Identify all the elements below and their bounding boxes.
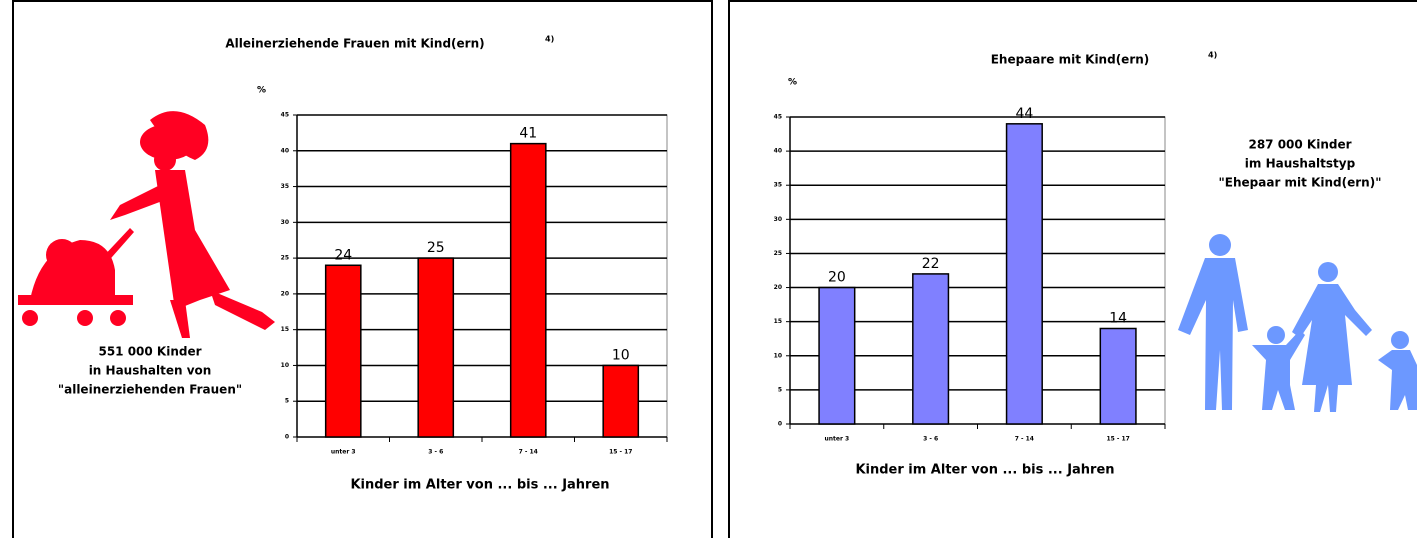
x-tick-label: 3 - 6 (428, 449, 443, 456)
annotation: in Haushalten von (89, 364, 212, 378)
bar (1099, 327, 1137, 425)
y-tick-label: 5 (778, 386, 782, 393)
annotation: "Ehepaar mit Kind(ern)" (1219, 176, 1382, 190)
bar (912, 273, 950, 425)
y-tick-label: 15 (774, 318, 782, 325)
value-label: 14 (1109, 310, 1127, 326)
y-tick-label: 30 (281, 219, 289, 226)
x-tick-label: 7 - 14 (519, 449, 538, 456)
value-label: 41 (519, 126, 537, 142)
x-axis-label: Kinder im Alter von ... bis ... Jahren (855, 463, 1114, 478)
x-axis-label: Kinder im Alter von ... bis ... Jahren (350, 478, 609, 493)
y-tick-label: 10 (281, 362, 289, 369)
y-tick-label: 40 (774, 148, 782, 155)
x-tick-label: 7 - 14 (1015, 436, 1034, 443)
y-tick-label: 0 (285, 434, 289, 441)
bar (602, 364, 640, 438)
y-tick-label: 20 (774, 284, 782, 291)
y-tick-label: 25 (774, 250, 782, 257)
y-tick-label: 0 (778, 421, 782, 428)
x-tick-label: 15 - 17 (609, 449, 632, 456)
bar (818, 286, 856, 425)
value-label: 22 (922, 256, 940, 272)
x-tick-label: 15 - 17 (1106, 436, 1129, 443)
annotation: 551 000 Kinder (98, 345, 201, 359)
x-tick-label: unter 3 (825, 436, 850, 443)
y-tick-label: 30 (774, 216, 782, 223)
title-note: 4) (1208, 51, 1217, 60)
annotation: "alleinerziehenden Frauen" (58, 383, 242, 397)
y-tick-label: 35 (774, 182, 782, 189)
value-label: 25 (427, 240, 445, 256)
y-tick-label: 10 (774, 352, 782, 359)
y-axis-label: % (788, 78, 797, 88)
chart-title: Alleinerziehende Frauen mit Kind(ern) (225, 37, 484, 51)
bar (509, 142, 547, 438)
value-label: 10 (612, 347, 630, 363)
annotation: 287 000 Kinder (1248, 138, 1351, 152)
family-silhouette (1178, 234, 1417, 412)
y-tick-label: 5 (285, 398, 289, 405)
value-label: 20 (828, 270, 846, 286)
y-tick-label: 35 (281, 183, 289, 190)
x-tick-label: unter 3 (331, 449, 356, 456)
y-axis-label: % (257, 86, 266, 96)
bar (324, 264, 362, 438)
y-tick-label: 25 (281, 255, 289, 262)
value-label: 24 (334, 247, 352, 263)
bar (417, 257, 455, 438)
annotation: im Haushaltstyp (1245, 157, 1356, 171)
y-tick-label: 40 (281, 147, 289, 154)
y-tick-label: 15 (281, 326, 289, 333)
y-tick-label: 20 (281, 290, 289, 297)
y-tick-label: 45 (281, 112, 289, 119)
bar (1005, 123, 1043, 425)
chart-title: Ehepaare mit Kind(ern) (991, 53, 1150, 67)
value-label: 44 (1015, 106, 1033, 122)
x-tick-label: 3 - 6 (923, 436, 938, 443)
woman-silhouette (18, 111, 275, 338)
y-tick-label: 45 (774, 114, 782, 121)
title-note: 4) (545, 35, 554, 44)
